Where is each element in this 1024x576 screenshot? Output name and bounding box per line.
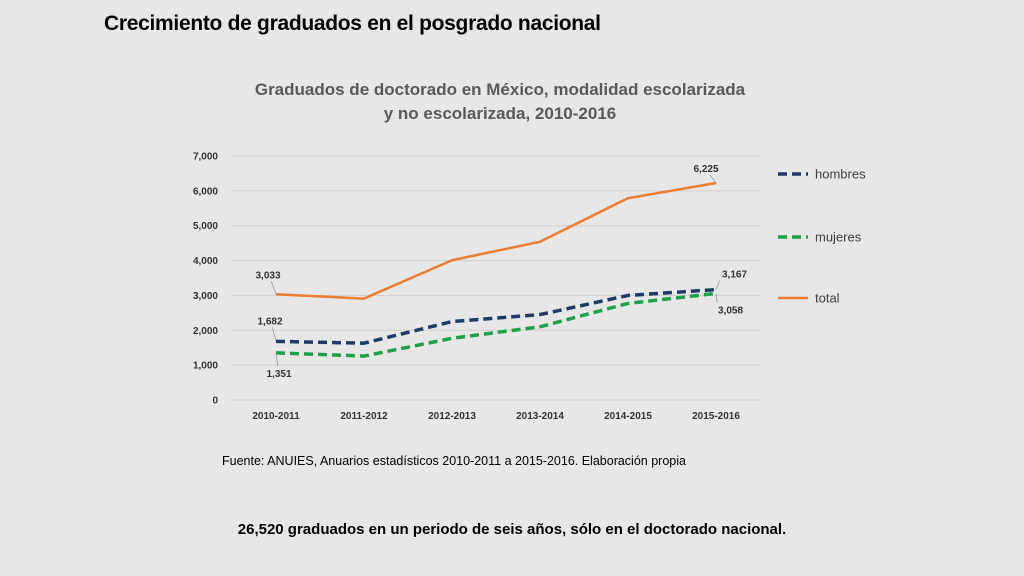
x-tick-label: 2014-2015 [604, 411, 652, 422]
x-tick-label: 2010-2011 [252, 411, 300, 422]
data-label-leader [715, 293, 718, 303]
chart-title: Graduados de doctorado en México, modali… [200, 78, 800, 126]
x-tick-label: 2013-2014 [516, 411, 564, 422]
x-axis: 2010-2011 2011-2012 2012-2013 2013-2014 2014… [252, 411, 740, 422]
data-label-leader [272, 327, 277, 342]
x-tick-label: 2015-2016 [692, 411, 740, 422]
data-label: 3,167 [722, 270, 747, 281]
y-tick-label: 2,000 [193, 326, 218, 337]
chart-title-line2: y no escolarizada, 2010-2016 [383, 104, 617, 123]
chart-title-line1: Graduados de doctorado en México, modali… [254, 80, 746, 99]
footnote: 26,520 graduados en un periodo de seis a… [237, 521, 787, 538]
series-line-total [275, 181, 717, 300]
x-tick-label: 2012-2013 [428, 411, 476, 422]
data-label: 6,225 [693, 164, 718, 175]
slide-title: Crecimiento de graduados en el posgrado … [104, 12, 601, 35]
data-label: 1,351 [266, 369, 291, 380]
series-line-hombres [275, 287, 717, 345]
y-tick-label: 7,000 [193, 152, 218, 163]
legend-label-hombres: hombres [815, 167, 866, 182]
legend-label-total: total [815, 291, 840, 306]
data-label-leader [270, 281, 277, 295]
y-tick-label: 4,000 [193, 256, 218, 267]
data-labels: 3,033 6,225 1,682 1,351 3,167 3,058 [255, 164, 747, 380]
data-label: 3,058 [718, 305, 743, 316]
legend-label-mujeres: mujeres [815, 230, 862, 245]
y-tick-label: 6,000 [193, 186, 218, 197]
series-line-mujeres [275, 291, 717, 358]
gridlines [232, 155, 760, 401]
data-label-leader [715, 280, 720, 290]
source-note: Fuente: ANUIES, Anuarios estadísticos 20… [222, 454, 686, 468]
y-tick-label: 1,000 [193, 361, 218, 372]
series-lines [275, 181, 717, 358]
data-label-leader [275, 352, 279, 366]
y-tick-label: 3,000 [193, 291, 218, 302]
data-label: 1,682 [257, 316, 282, 327]
data-label-leader [709, 174, 717, 184]
y-tick-label: 5,000 [193, 221, 218, 232]
x-tick-label: 2011-2012 [340, 411, 388, 422]
y-tick-label: 0 [212, 396, 218, 407]
y-axis: 0 1,000 2,000 3,000 4,000 5,000 6,000 7,000 [193, 152, 218, 407]
data-label: 3,033 [255, 270, 280, 281]
legend: hombres mujeres total [778, 167, 866, 306]
